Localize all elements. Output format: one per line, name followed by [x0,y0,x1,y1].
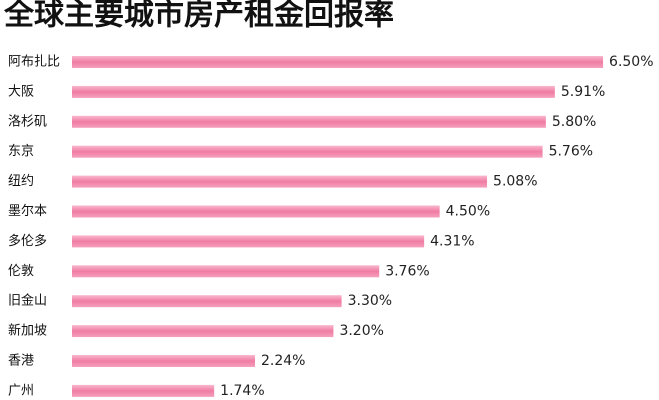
bar [72,295,342,308]
value-label: 5.91% [561,84,605,100]
bar [72,235,425,248]
y-tick-label: 旧金山 [8,293,47,309]
bar [72,355,256,367]
y-tick-label: 伦敦 [8,263,34,279]
y-tick-label: 广州 [8,383,34,398]
value-label: 1.74% [220,383,264,399]
bar [72,85,555,98]
bar [72,175,488,188]
value-label: 3.76% [385,263,429,279]
bar [72,145,543,158]
y-tick-label: 墨尔本 [8,204,47,219]
y-tick-label: 洛杉矶 [8,114,47,129]
y-tick-label: 香港 [8,354,34,369]
bar [72,265,380,278]
bar [72,56,604,68]
bar [72,325,334,338]
value-label: 5.08% [493,174,537,190]
bar [72,205,440,218]
y-tick-label: 纽约 [8,174,34,189]
value-label: 3.30% [348,293,392,309]
y-tick-label: 新加坡 [8,323,47,339]
y-tick-label: 东京 [8,144,34,159]
y-tick-label: 阿布扎比 [8,55,60,70]
value-label: 6.50% [609,54,653,70]
value-label: 4.31% [430,233,474,249]
value-label: 2.24% [261,353,305,369]
bar [72,384,215,397]
bar [72,115,546,128]
value-label: 4.50% [446,204,490,220]
y-tick-label: 多伦多 [8,233,47,249]
chart-title: 全球主要城市房产租金回报率 [3,0,394,33]
value-label: 3.20% [339,323,383,339]
value-label: 5.80% [552,114,596,130]
y-tick-label: 大阪 [8,84,34,99]
value-label: 5.76% [549,144,593,160]
